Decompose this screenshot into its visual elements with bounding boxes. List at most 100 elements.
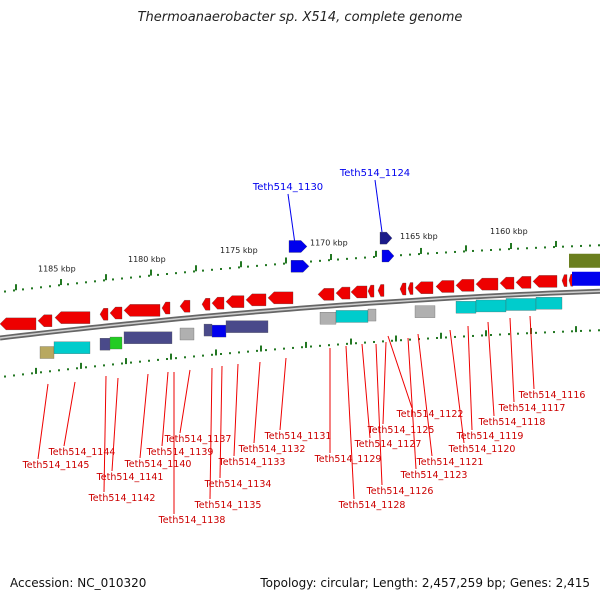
tick-dot-lower [337, 343, 339, 346]
domain-block [535, 297, 563, 310]
major-tick-lower [395, 335, 397, 342]
kbp-label: 1170 kbp [310, 239, 348, 248]
tick-dot-lower [571, 330, 573, 333]
tick-dot-lower [103, 364, 105, 367]
tick-dot-upper [49, 285, 51, 288]
gene-arrow-minus [211, 297, 225, 310]
gene-arrow-minus [317, 288, 335, 301]
tick-dot-lower [40, 371, 42, 374]
major-tick-lower [440, 332, 442, 339]
gene-arrow-plus [288, 240, 308, 253]
gene-block [572, 271, 600, 286]
tick-dot-upper [4, 290, 6, 293]
tick-dot-upper [40, 286, 42, 289]
kbp-label: 1160 kbp [490, 227, 528, 236]
bottom-gene-label: Teth514_1117 [498, 403, 566, 414]
bottom-gene-label: Teth514_1119 [456, 431, 524, 442]
bottom-gene-label: Teth514_1137 [164, 434, 232, 445]
bottom-label-leader [529, 315, 535, 390]
tick-dot-upper [400, 254, 402, 257]
tick-dot-lower [256, 349, 258, 352]
domain-block [53, 341, 91, 354]
kbp-label: 1175 kbp [220, 246, 258, 255]
tick-dot-upper [31, 287, 33, 290]
tick-dot-lower [283, 347, 285, 350]
bottom-gene-label: Teth514_1120 [448, 444, 516, 455]
bottom-gene-label: Teth514_1140 [124, 459, 192, 470]
tick-dot-lower [463, 335, 465, 338]
major-tick-upper [465, 245, 467, 252]
tick-dot-upper [13, 289, 15, 292]
gene-arrow-minus [515, 276, 532, 289]
tick-dot-upper [445, 251, 447, 254]
gene-arrow-minus [245, 293, 267, 307]
tick-dot-lower [517, 332, 519, 335]
tick-dot-upper [562, 245, 564, 248]
bottom-gene-label: Teth514_1127 [354, 439, 422, 450]
tick-dot-lower [481, 334, 483, 337]
gene-arrow-minus [414, 281, 434, 294]
tick-dot-lower [202, 354, 204, 357]
domain-block [109, 336, 123, 350]
bottom-gene-label: Teth514_1125 [367, 425, 435, 436]
tick-dot-lower [22, 373, 24, 376]
bottom-gene-label: Teth514_1142 [88, 493, 156, 504]
tick-dot-lower [58, 369, 60, 372]
domain-block [335, 310, 369, 323]
gene-arrow-minus [407, 282, 414, 295]
bottom-label-leader [111, 377, 119, 472]
gene-arrow-minus [435, 280, 455, 293]
bottom-gene-label: Teth514_1116 [518, 390, 586, 401]
tick-dot-upper [112, 278, 114, 281]
bottom-label-leader [407, 337, 417, 470]
gene-arrow-minus [377, 284, 385, 297]
major-tick-upper [60, 279, 62, 286]
tick-dot-upper [463, 250, 465, 253]
major-tick-upper [15, 284, 17, 291]
tick-dot-upper [265, 264, 267, 267]
gene-arrow-minus [161, 301, 171, 315]
tick-dot-lower [535, 331, 537, 334]
tick-dot-upper [139, 275, 141, 278]
tick-dot-lower [184, 356, 186, 359]
tick-dot-lower [238, 351, 240, 354]
tick-dot-upper [490, 249, 492, 252]
tick-dot-lower [553, 331, 555, 334]
bottom-label-leader [345, 345, 355, 500]
tick-dot-lower [211, 353, 213, 356]
tick-dot-lower [580, 329, 582, 332]
major-tick-lower [305, 341, 307, 348]
tick-dot-upper [526, 247, 528, 250]
top-label-leader [287, 193, 296, 245]
bottom-label-leader [161, 371, 169, 447]
major-tick-upper [240, 261, 242, 268]
tick-dot-lower [4, 375, 6, 378]
bottom-label-leader [417, 333, 433, 457]
domain-block [319, 312, 337, 325]
tick-dot-upper [157, 273, 159, 276]
gene-arrow-minus [267, 291, 294, 304]
tick-dot-upper [328, 259, 330, 262]
gene-arrow-minus [0, 317, 37, 331]
major-tick-lower [215, 349, 217, 356]
bottom-label-leader [361, 343, 371, 439]
tick-dot-lower [400, 339, 402, 342]
tick-dot-upper [283, 262, 285, 265]
major-tick-lower [350, 338, 352, 345]
gene-arrow-plus [290, 260, 310, 273]
gene-block [569, 253, 600, 268]
top-label-leader [374, 179, 383, 233]
top-gene-label: Teth514_1124 [339, 168, 410, 179]
tick-dot-upper [193, 270, 195, 273]
bottom-gene-label: Teth514_1141 [96, 472, 164, 483]
tick-dot-lower [436, 336, 438, 339]
tick-dot-upper [184, 271, 186, 274]
tick-dot-upper [94, 280, 96, 283]
bottom-label-leader [509, 317, 515, 403]
bottom-gene-label: Teth514_1138 [158, 515, 226, 526]
bottom-gene-label: Teth514_1123 [400, 470, 468, 481]
tick-dot-lower [319, 344, 321, 347]
bottom-gene-label: Teth514_1133 [218, 457, 286, 468]
tick-dot-lower [454, 335, 456, 338]
